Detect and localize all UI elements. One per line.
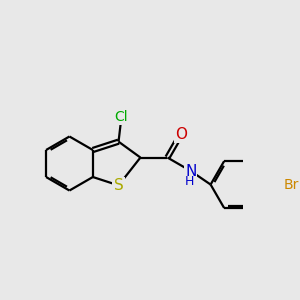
Text: Br: Br [284,178,299,192]
Text: S: S [114,178,123,193]
Text: Cl: Cl [114,110,128,124]
Text: O: O [175,127,187,142]
Text: H: H [184,175,194,188]
Text: N: N [185,164,196,178]
